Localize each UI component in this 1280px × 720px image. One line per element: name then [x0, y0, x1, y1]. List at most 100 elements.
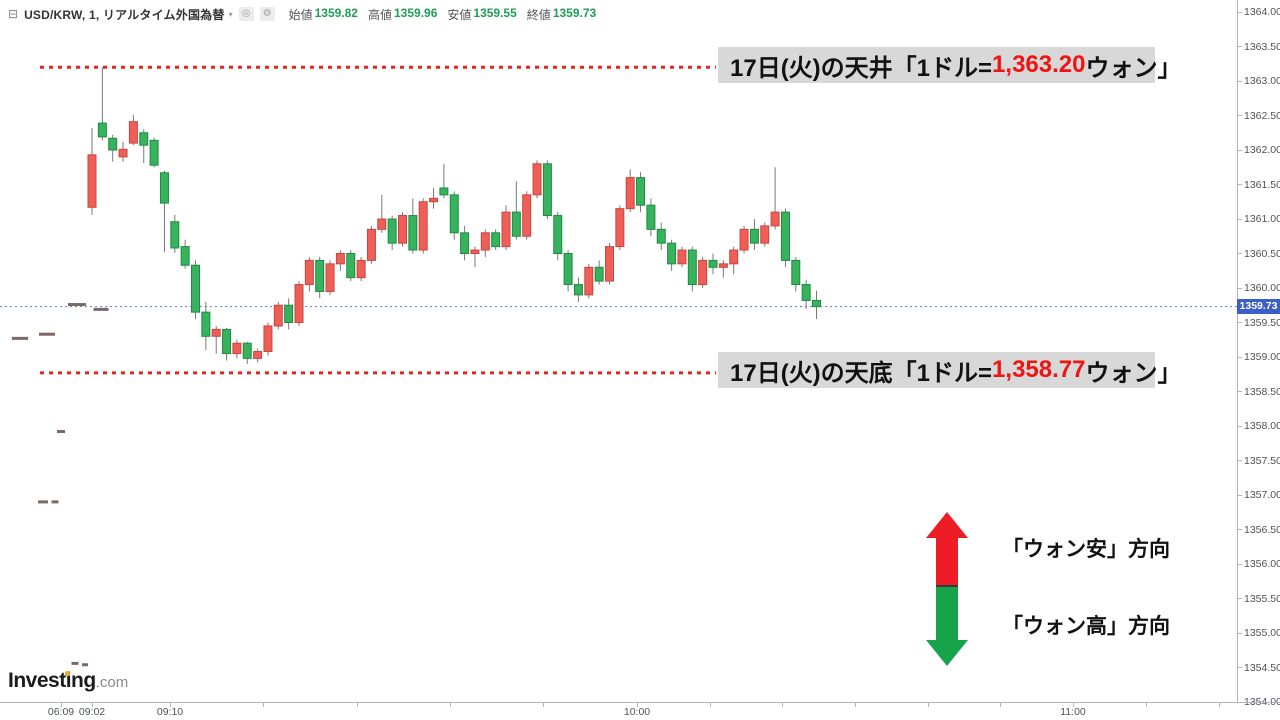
time-tick: [637, 703, 638, 707]
time-axis-label: 11:00: [1060, 706, 1086, 718]
price-axis-label: 1359.50: [1244, 316, 1280, 329]
ohlc-label: 高値: [367, 7, 392, 22]
candle-down: [346, 253, 356, 279]
visibility-icon[interactable]: ◎: [238, 7, 254, 21]
time-axis-label: 10:00: [623, 706, 651, 718]
candle-up: [263, 325, 273, 352]
candle-down: [749, 228, 759, 244]
sparse-tick: [93, 307, 109, 311]
arrow-down-shaft: [936, 587, 958, 641]
collapse-panel-icon[interactable]: ⊟: [8, 7, 19, 21]
sparse-tick: [51, 500, 59, 504]
time-axis[interactable]: 06:09 09:02 09:10 10:00 11:00: [0, 702, 1280, 720]
candle-down: [594, 266, 604, 282]
candle-down: [801, 284, 811, 301]
candle-up: [584, 266, 594, 296]
time-minor-tick: [1219, 703, 1220, 707]
candle-down: [542, 163, 552, 217]
price-tick: [1238, 218, 1242, 220]
chevron-down-icon[interactable]: ▾: [228, 9, 233, 19]
floor-annotation-value: 1,358.77: [992, 356, 1086, 383]
floor-annotation: 17日(火)の天底「1ドル= 1,358.77 ウォン」: [718, 352, 1181, 388]
candle-up: [615, 208, 625, 248]
candle-up: [739, 228, 749, 251]
time-minor-tick: [1146, 703, 1147, 707]
investing-logo[interactable]: Investing.com: [8, 669, 128, 693]
sparse-tick: [57, 430, 65, 434]
time-minor-tick: [1000, 703, 1001, 707]
ohlc-value: 1359.55: [473, 5, 517, 20]
price-axis-label: 1354.50: [1244, 661, 1280, 674]
time-axis-label: 06:09: [47, 706, 75, 718]
price-tick: [1238, 494, 1242, 496]
sparse-tick: [39, 332, 55, 336]
candle-down: [553, 215, 563, 255]
time-minor-tick: [710, 703, 711, 707]
candle-down: [108, 137, 118, 151]
price-tick: [1238, 11, 1242, 13]
candle-up: [335, 253, 345, 265]
candle-up: [698, 259, 708, 286]
price-axis-label: 1357.50: [1244, 454, 1280, 467]
symbol-title[interactable]: USD/KRW, 1, リアルタイム外国為替: [24, 7, 225, 22]
price-tick: [1238, 149, 1242, 151]
price-tick: [1238, 287, 1242, 289]
candle-down: [139, 132, 149, 146]
ohlc-pair: 始値 1359.82: [289, 6, 358, 23]
price-tick: [1238, 253, 1242, 254]
candle-up: [118, 148, 128, 158]
candle-up: [87, 154, 97, 208]
ceiling-annotation-value: 1,363.20: [992, 51, 1086, 78]
candle-up: [418, 201, 428, 251]
candle-up: [718, 263, 728, 268]
chart-canvas[interactable]: [0, 0, 1237, 702]
candle-down: [191, 264, 200, 313]
candle-up: [429, 197, 439, 203]
ohlc-label: 安値: [447, 7, 472, 22]
price-axis-label: 1355.50: [1244, 592, 1280, 605]
floor-annotation-pre: 17日(火)の天底「1ドル=: [730, 359, 993, 387]
candle-down: [315, 259, 325, 292]
candle-up: [366, 228, 376, 261]
ohlc-value: 1359.96: [394, 5, 438, 20]
candle-down: [284, 304, 294, 323]
candle-down: [170, 221, 180, 249]
time-minor-tick: [782, 703, 783, 707]
candlestick-svg: [0, 65, 1237, 667]
candle-up: [760, 225, 770, 244]
won-weak-direction-label: 「ウォン安」方向: [1002, 538, 1170, 561]
price-axis-label: 1357.00: [1244, 489, 1280, 501]
candle-up: [128, 121, 138, 144]
price-tick: [1238, 46, 1242, 47]
sparse-tick: [82, 663, 88, 667]
ceiling-annotation-post: ウォン」: [1085, 54, 1182, 82]
sparse-tick: [68, 303, 86, 307]
won-strong-direction-label: 「ウォン高」方向: [1002, 615, 1170, 638]
candle-up: [605, 246, 614, 282]
arrow-down-head: [926, 640, 968, 666]
price-tick: [1238, 80, 1242, 82]
price-tick: [1238, 115, 1242, 116]
time-tick: [1073, 703, 1074, 707]
price-axis-label: 1360.50: [1244, 247, 1280, 260]
time-tick: [170, 703, 171, 707]
price-axis-label: 1356.50: [1244, 523, 1280, 536]
settings-gear-icon[interactable]: ⚙: [259, 7, 275, 21]
candle-up: [377, 218, 387, 230]
price-axis-label: 1360.00: [1244, 282, 1280, 294]
candle-down: [573, 284, 583, 296]
time-minor-tick: [855, 703, 856, 707]
candle-down: [159, 172, 169, 204]
candle-down: [636, 177, 646, 206]
last-price-badge: 1359.73: [1237, 299, 1280, 315]
ohlc-label: 始値: [288, 7, 313, 22]
ceiling-annotation: 17日(火)の天井「1ドル= 1,363.20 ウォン」: [718, 47, 1181, 83]
candle-up: [677, 249, 687, 265]
price-axis[interactable]: 1364.00 1363.50 1363.00 1362.50 1362.00 1361.…: [1237, 0, 1280, 708]
candle-down: [687, 249, 697, 286]
price-tick: [1238, 460, 1242, 461]
price-tick: [1238, 322, 1242, 323]
candle-down: [812, 299, 821, 308]
price-tick: [1238, 667, 1242, 668]
direction-arrow-graphic: [920, 512, 980, 668]
